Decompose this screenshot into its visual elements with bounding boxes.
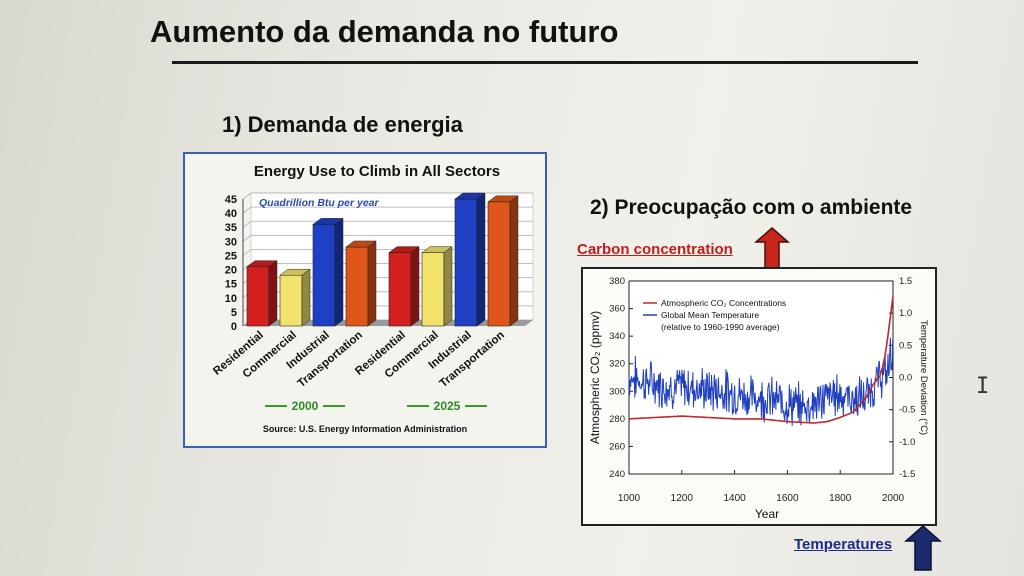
y-tick-label: 40 <box>225 208 237 220</box>
y-tick-label: 20 <box>225 265 237 277</box>
bar-side <box>268 260 278 327</box>
energy-chart-frame: Energy Use to Climb in All Sectors 0 5 10 15… <box>183 152 547 448</box>
x-tick-label: 2000 <box>882 493 905 504</box>
y-tick-label: 5 <box>231 307 237 319</box>
bar-side <box>367 240 377 327</box>
y-tick-label: 260 <box>609 441 625 452</box>
title-underline <box>172 61 918 64</box>
legend-temp-note: (relative to 1960-1990 average) <box>661 322 780 332</box>
y-right-axis-label: Temperature Deviation (°C) <box>918 320 929 435</box>
bar-side <box>443 246 453 327</box>
y-tick-label: 300 <box>609 386 625 397</box>
bar-front <box>454 198 478 327</box>
bar-side <box>334 217 344 327</box>
bar-front <box>388 252 412 327</box>
bar-side <box>410 246 420 327</box>
x-tick-label: 1400 <box>723 493 746 504</box>
co2-temperature-chart-frame: 240 260 280 300 320 340 360 380 1.5 1.0 0.5 0.0 -0.5… <box>581 267 937 526</box>
grid-diagonal <box>242 220 252 228</box>
arrow-up-icon <box>754 227 790 269</box>
y-right-tick-label: 0.5 <box>899 340 912 351</box>
co2-temperature-line-chart: 240 260 280 300 320 340 360 380 1.5 1.0 0.5 0.0 -0.5… <box>588 276 929 521</box>
y-tick-label: 10 <box>225 293 237 305</box>
y-right-tick-label: -1.5 <box>899 469 915 480</box>
grid-diagonal <box>242 235 252 242</box>
y-tick-label: 35 <box>225 222 237 234</box>
legend-temp-label: Global Mean Temperature <box>661 310 759 320</box>
group-label: 2000 <box>292 399 319 413</box>
temperatures-label: Temperatures <box>794 536 893 553</box>
y-tick-label: 0 <box>231 321 237 333</box>
arrow-down-icon <box>904 524 942 571</box>
y-right-tick-label: 0.0 <box>899 373 912 384</box>
legend-co2-label: Atmospheric CO₂ Concentrations <box>661 298 786 308</box>
y-tick-label: 45 <box>225 194 237 206</box>
x-tick-label: 1800 <box>829 493 852 504</box>
section-energy-demand: 1) Demanda de energia <box>222 112 463 137</box>
unit-label: Quadrillion Btu per year <box>259 197 380 209</box>
bar-front <box>246 266 270 327</box>
y-tick-label: 15 <box>225 279 237 291</box>
bar-front <box>421 252 445 327</box>
y-tick-label: 30 <box>225 236 237 248</box>
section-environment: 2) Preocupação com o ambiente <box>590 196 913 219</box>
bar-front <box>345 246 369 327</box>
y-right-tick-label: 1.5 <box>899 276 912 287</box>
bar-side <box>476 192 486 327</box>
y-tick-label: 320 <box>609 359 625 370</box>
y-tick-label: 240 <box>609 469 625 480</box>
y-right-tick-label: -0.5 <box>899 405 915 416</box>
carbon-concentration-label: Carbon concentration <box>577 241 733 258</box>
bar-chart-title: Energy Use to Climb in All Sectors <box>254 163 500 180</box>
y-tick-label: 340 <box>609 331 625 342</box>
grid-diagonal <box>242 192 252 200</box>
source-note: Source: U.S. Energy Information Administ… <box>263 424 467 434</box>
y-tick-label: 280 <box>609 414 625 425</box>
x-tick-label: 1600 <box>776 493 799 504</box>
y-right-tick-label: 1.0 <box>899 308 912 319</box>
y-right-tick-label: -1.0 <box>899 437 915 448</box>
bar-side <box>509 195 519 327</box>
grid-diagonal <box>242 206 252 214</box>
slide-title: Aumento da demanda no futuro <box>150 14 619 49</box>
y-tick-label: 25 <box>225 250 237 262</box>
y-axis-label: Atmospheric CO₂ (ppmv) <box>588 311 602 444</box>
x-axis-label: Year <box>755 507 779 521</box>
x-tick-label: 1000 <box>618 493 641 504</box>
co2-series-line <box>628 296 894 424</box>
bar-front <box>487 201 511 327</box>
group-label: 2025 <box>434 399 461 413</box>
energy-bar-chart: Energy Use to Climb in All Sectors 0 5 10 15… <box>211 163 534 434</box>
y-tick-label: 360 <box>609 304 625 315</box>
text-cursor-icon: I <box>976 374 990 399</box>
grid-diagonal <box>242 249 252 256</box>
temperature-series-line <box>628 337 894 426</box>
bar-front <box>279 274 303 327</box>
x-tick-label: 1200 <box>671 493 694 504</box>
bar-side <box>301 268 311 327</box>
bar-front <box>312 224 336 327</box>
y-tick-label: 380 <box>609 276 625 287</box>
